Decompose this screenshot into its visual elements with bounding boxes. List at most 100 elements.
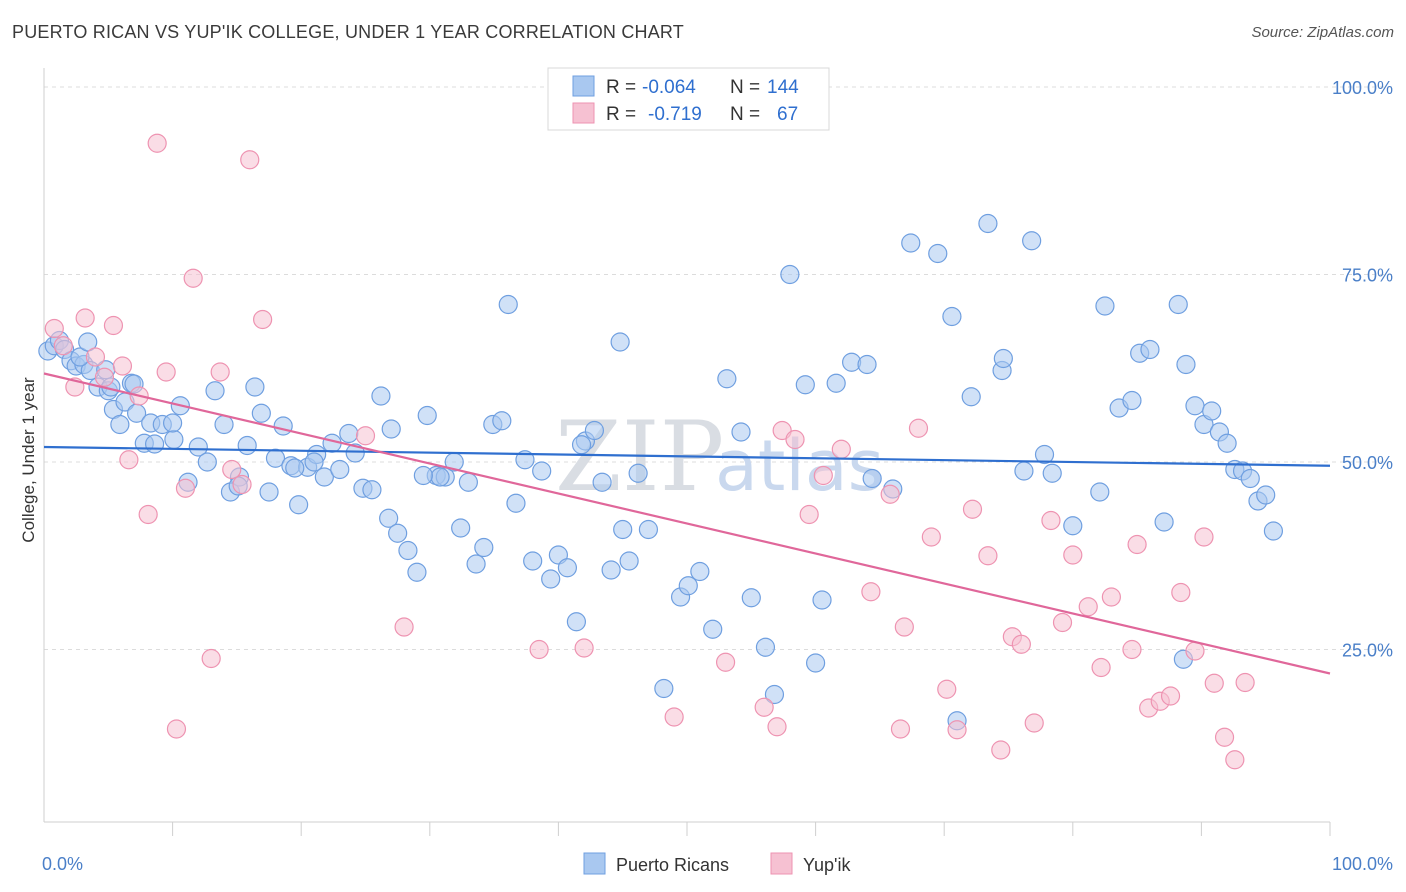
data-point — [993, 348, 1013, 369]
y-tick-label: 25.0% — [1342, 641, 1393, 661]
x-tick-label: 100.0% — [1332, 854, 1393, 874]
data-point — [1160, 686, 1181, 706]
data-point — [638, 519, 659, 540]
data-point — [451, 518, 471, 538]
data-point — [1204, 673, 1224, 693]
bottom-legend-swatch-blue — [583, 852, 606, 875]
data-point — [592, 472, 612, 492]
data-point — [678, 576, 698, 596]
data-point — [506, 493, 526, 513]
data-point — [44, 318, 64, 339]
data-point — [799, 504, 819, 525]
data-point — [690, 561, 710, 582]
data-point — [407, 562, 427, 582]
data-point — [78, 332, 98, 352]
data-point — [1185, 641, 1205, 661]
data-point — [1063, 545, 1083, 565]
data-point — [175, 478, 196, 498]
data-point — [232, 474, 252, 495]
data-point — [205, 381, 225, 401]
series-puerto-ricans — [38, 213, 1284, 731]
data-point — [379, 508, 399, 528]
data-point — [978, 213, 998, 234]
data-point — [222, 459, 242, 480]
trend-line-puerto-ricans — [43, 445, 1331, 467]
y-tick-label: 75.0% — [1342, 266, 1393, 286]
data-point — [1090, 482, 1110, 502]
data-point — [541, 569, 561, 589]
data-point — [214, 414, 234, 435]
data-point — [265, 448, 286, 468]
data-point — [339, 423, 359, 444]
data-point — [826, 373, 846, 393]
data-point — [610, 332, 630, 352]
data-point — [474, 537, 494, 558]
data-point — [164, 429, 184, 450]
data-point — [861, 582, 881, 602]
data-point — [813, 465, 833, 486]
data-point — [767, 717, 787, 737]
data-point — [188, 437, 208, 457]
data-point — [273, 416, 293, 436]
data-point — [163, 413, 183, 433]
data-point — [251, 403, 271, 423]
data-point — [103, 315, 124, 336]
data-point — [908, 418, 929, 438]
data-point — [523, 551, 543, 571]
data-point — [1176, 354, 1196, 375]
data-point — [119, 450, 139, 470]
data-point — [381, 419, 401, 439]
data-point — [831, 439, 851, 459]
data-point — [628, 463, 648, 483]
data-point — [571, 435, 592, 455]
data-point — [1168, 294, 1188, 315]
data-point — [1214, 727, 1235, 747]
data-point — [664, 707, 684, 727]
data-point — [1194, 527, 1214, 547]
data-point — [741, 588, 761, 608]
data-point — [805, 653, 826, 673]
chart-source: Source: ZipAtlas.com — [1251, 24, 1394, 41]
data-point — [1122, 639, 1142, 660]
data-point — [210, 362, 230, 382]
trend-lines — [43, 372, 1331, 675]
data-point — [529, 639, 549, 660]
data-point — [417, 405, 437, 426]
data-point — [1078, 597, 1098, 617]
data-point — [921, 527, 941, 547]
data-point — [1140, 339, 1160, 360]
data-point — [764, 684, 785, 705]
data-point — [362, 480, 382, 500]
data-point — [1095, 296, 1115, 316]
data-point — [755, 637, 776, 657]
data-point — [53, 336, 73, 356]
data-point — [1202, 401, 1222, 421]
data-point — [253, 309, 273, 330]
data-point — [795, 375, 815, 395]
data-point — [619, 551, 639, 571]
data-point — [147, 133, 167, 153]
data-point — [492, 411, 512, 431]
legend-swatch-pink — [572, 102, 595, 124]
data-point — [112, 356, 133, 376]
data-point — [937, 679, 957, 699]
data-point — [515, 450, 535, 470]
data-point — [237, 435, 257, 456]
data-point — [289, 495, 309, 515]
data-point — [1235, 672, 1255, 693]
data-point — [1034, 444, 1055, 465]
data-point — [991, 740, 1011, 760]
data-point — [430, 467, 450, 487]
data-point — [1225, 750, 1245, 770]
data-point — [1022, 231, 1042, 251]
data-point — [557, 558, 578, 578]
data-point — [754, 697, 774, 717]
legend-swatch-blue — [572, 75, 595, 97]
data-point — [654, 678, 674, 699]
data-point — [1217, 433, 1237, 453]
data-point — [566, 612, 587, 632]
data-point — [785, 429, 805, 450]
data-point — [285, 458, 305, 478]
data-point — [1042, 463, 1062, 483]
